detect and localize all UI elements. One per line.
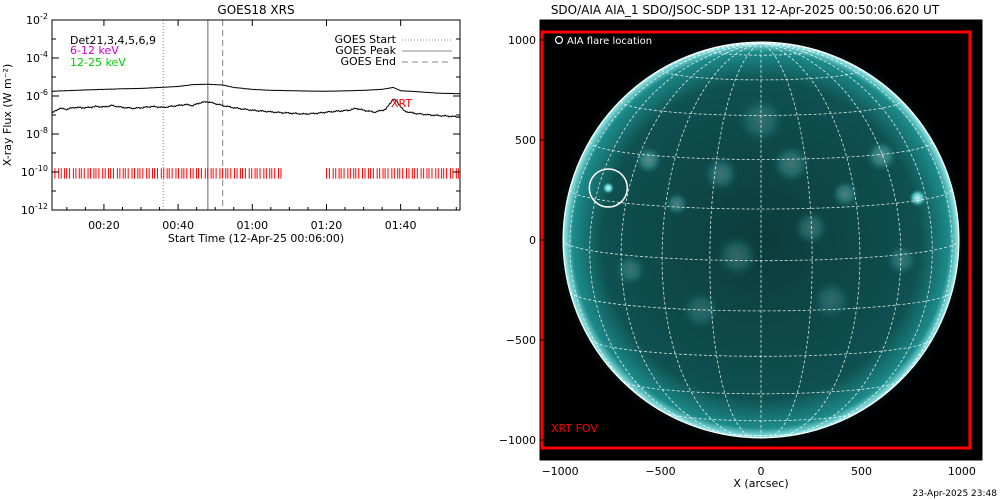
aia-x-tick-label: 1000 bbox=[948, 465, 976, 478]
flare-legend-icon bbox=[554, 35, 564, 45]
footer-timestamp: 23-Apr-2025 23:48 bbox=[913, 489, 998, 499]
xrt-coverage-ticks bbox=[51, 168, 459, 179]
detector-label: Det21,3,4,5,6,9 bbox=[70, 34, 156, 47]
active-region-glow bbox=[680, 289, 721, 331]
active-region-glow bbox=[771, 143, 812, 185]
legend-12-25-kev: 12-25 keV bbox=[70, 56, 126, 69]
aia-x-tick-label: 0 bbox=[758, 465, 765, 478]
goes-vertical-markers bbox=[162, 20, 224, 210]
longitude-line bbox=[760, 42, 933, 436]
longitude-line bbox=[620, 42, 762, 438]
active-region-glow bbox=[865, 139, 898, 173]
xrt-marker-label: XRT bbox=[391, 97, 412, 110]
y-tick-label: 10-2 bbox=[26, 12, 48, 27]
x-tick-label: 01:00 bbox=[236, 219, 268, 232]
aia-y-tick-label: −500 bbox=[506, 334, 536, 347]
goes-xrs-panel: GOES18 XRS 00:20 00:40 01:00 01:20 01:40 10-… bbox=[1, 3, 461, 245]
y-tick-label: 10-8 bbox=[26, 126, 48, 141]
longitude-line bbox=[661, 42, 762, 438]
x-tick-label: 01:40 bbox=[385, 219, 417, 232]
longitude-line bbox=[760, 42, 953, 423]
flare-legend-label: AIA flare location bbox=[567, 36, 652, 47]
longitude-line bbox=[760, 42, 902, 438]
aia-x-ticks: −1000 −500 0 500 1000 bbox=[541, 453, 976, 478]
latitude-line bbox=[569, 291, 953, 312]
goes-flux-curves bbox=[51, 83, 461, 119]
aia-xlabel: X (arcsec) bbox=[733, 477, 788, 490]
longitude-line bbox=[589, 42, 762, 436]
active-region-glow bbox=[664, 191, 689, 217]
aia-x-tick-label: −1000 bbox=[541, 465, 578, 478]
active-region-glow bbox=[714, 233, 759, 279]
xrt-fov-label: XRT FOV bbox=[551, 422, 598, 435]
y-tick-label: 10-10 bbox=[21, 164, 48, 179]
legend-goes-peak: GOES Peak bbox=[335, 44, 396, 57]
aia-x-tick-label: −500 bbox=[645, 465, 675, 478]
active-region-glow bbox=[702, 155, 739, 193]
legend-goes-start: GOES Start bbox=[335, 33, 397, 46]
aia-y-tick-label: 500 bbox=[515, 134, 536, 147]
latitude-line bbox=[622, 381, 900, 395]
y-tick-label: 10-12 bbox=[21, 202, 48, 217]
aia-y-tick-label: −1000 bbox=[499, 434, 536, 447]
active-region-glow bbox=[831, 179, 860, 209]
lightcurve-ylabel: X-ray Flux (W m⁻²) bbox=[1, 64, 14, 166]
x-tick-label: 00:20 bbox=[88, 219, 120, 232]
active-region-glow bbox=[634, 145, 663, 175]
legend-6-12-kev: 6-12 keV bbox=[70, 44, 119, 57]
active-region-glow bbox=[602, 181, 615, 195]
left-title: GOES18 XRS bbox=[217, 3, 294, 17]
y-tick-label: 10-4 bbox=[26, 50, 48, 65]
longitude-line bbox=[760, 42, 813, 438]
right-title: SDO/AIA AIA_1 SDO/JSOC-SDP 131 12-Apr-20… bbox=[551, 3, 940, 17]
aia-image-panel: SDO/AIA AIA_1 SDO/JSOC-SDP 131 12-Apr-20… bbox=[499, 3, 983, 490]
flux-series-short bbox=[51, 98, 461, 119]
active-region-glow bbox=[614, 253, 647, 287]
aia-flare-location-marker bbox=[588, 168, 629, 208]
longitude-line bbox=[709, 42, 762, 438]
aia-y-tick-label: 0 bbox=[529, 234, 536, 247]
active-region-glow bbox=[908, 188, 927, 208]
active-region-glow bbox=[811, 279, 852, 321]
aia-y-tick-label: 1000 bbox=[508, 34, 536, 47]
flux-series-long bbox=[51, 83, 461, 95]
longitude-line bbox=[569, 42, 762, 423]
lightcurve-y-ticks: 10-2 10-4 10-6 10-8 10-10 10-12 bbox=[21, 12, 460, 217]
lightcurve-x-ticks: 00:20 00:40 01:00 01:20 01:40 bbox=[66, 20, 457, 232]
active-regions bbox=[602, 95, 927, 331]
solar-limb bbox=[562, 41, 960, 439]
x-tick-label: 01:20 bbox=[311, 219, 343, 232]
aia-x-tick-label: 500 bbox=[851, 465, 872, 478]
lightcurve-xlabel: Start Time (12-Apr-25 00:06:00) bbox=[168, 232, 344, 245]
y-tick-label: 10-6 bbox=[26, 88, 48, 103]
active-region-glow bbox=[885, 243, 918, 277]
longitude-line bbox=[760, 42, 861, 438]
aia-y-ticks: 1000 500 0 −500 −1000 bbox=[499, 34, 547, 447]
x-tick-label: 00:40 bbox=[162, 219, 194, 232]
legend-goes-end: GOES End bbox=[340, 55, 396, 68]
